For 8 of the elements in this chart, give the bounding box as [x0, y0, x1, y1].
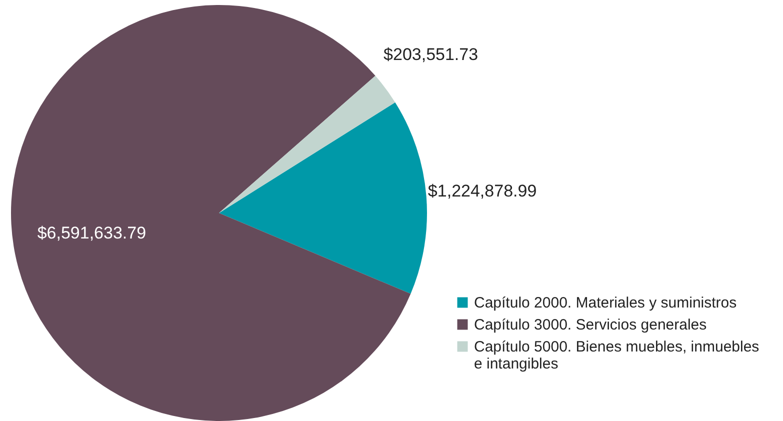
pie-slice — [219, 76, 396, 213]
legend-label: Capítulo 5000. Bienes muebles, inmuebles e intangibles — [474, 338, 760, 372]
data-label: $203,551.73 — [384, 45, 478, 64]
legend-label: Capítulo 2000. Materiales y suministros — [474, 294, 737, 312]
pie-slice — [219, 102, 427, 294]
data-label: $6,591,633.79 — [37, 224, 146, 243]
data-label: $1,224,878.99 — [428, 182, 537, 201]
legend-label: Capítulo 3000. Servicios generales — [474, 316, 707, 334]
